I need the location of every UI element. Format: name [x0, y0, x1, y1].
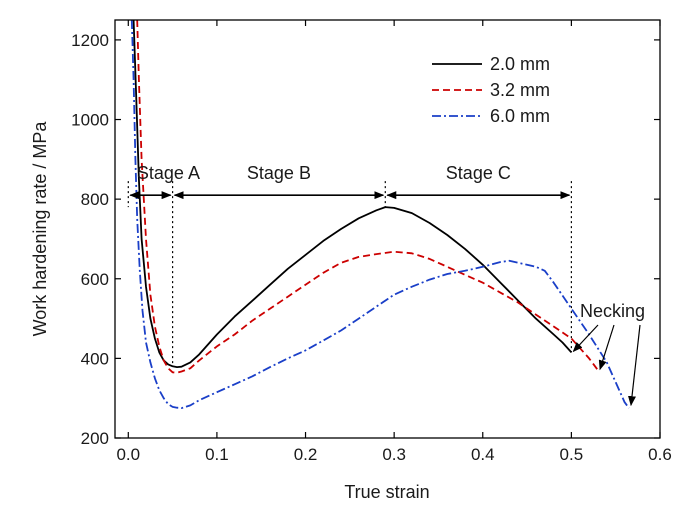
- series-line-3: [130, 20, 630, 410]
- stage-label: Stage C: [446, 163, 511, 183]
- y-tick-label: 400: [81, 349, 109, 368]
- y-tick-label: 800: [81, 190, 109, 209]
- x-tick-label: 0.0: [116, 445, 140, 464]
- y-tick-label: 200: [81, 429, 109, 448]
- y-axis-title: Work hardening rate / MPa: [30, 121, 50, 337]
- legend: 2.0 mm 3.2 mm 6.0 mm: [432, 54, 550, 126]
- y-tick-label: 600: [81, 270, 109, 289]
- annotation-layer: Stage A Stage B Stage C Necking: [127, 163, 645, 407]
- legend-label: 3.2 mm: [490, 80, 550, 100]
- x-tick-label: 0.4: [471, 445, 495, 464]
- series-line-1: [132, 20, 573, 369]
- necking-arrow: [628, 324, 641, 407]
- necking-arrow: [598, 324, 615, 371]
- y-tick-label: 1200: [71, 31, 109, 50]
- legend-label: 6.0 mm: [490, 106, 550, 126]
- stage-label: Stage A: [137, 163, 200, 183]
- necking-label: Necking: [580, 301, 645, 321]
- x-tick-label: 0.5: [560, 445, 584, 464]
- x-tick-label: 0.2: [294, 445, 318, 464]
- legend-label: 2.0 mm: [490, 54, 550, 74]
- x-axis-title: True strain: [344, 482, 429, 502]
- series-line-2: [136, 20, 599, 374]
- x-tick-label: 0.6: [648, 445, 672, 464]
- series-layer: [130, 20, 630, 410]
- x-tick-label: 0.3: [382, 445, 406, 464]
- stage-label: Stage B: [247, 163, 311, 183]
- plot-frame: [114, 19, 661, 439]
- x-tick-label: 0.1: [205, 445, 229, 464]
- y-tick-label: 1000: [71, 111, 109, 130]
- ticks-layer: 0.0 0.1 0.2 0.3 0.4 0.5 0.6 200 400 600 800 1000 120…: [71, 20, 672, 464]
- necking-arrow: [572, 324, 599, 353]
